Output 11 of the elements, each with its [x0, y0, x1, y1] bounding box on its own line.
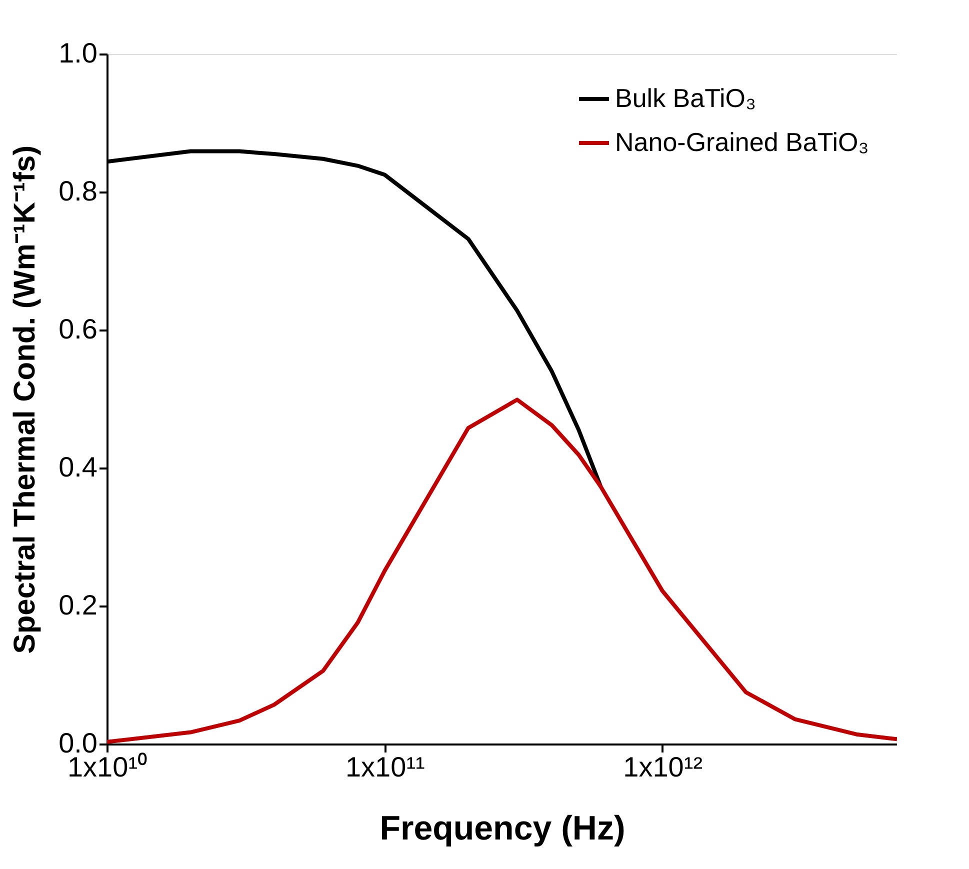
y-tick-label: 0.6 — [58, 314, 98, 344]
legend-label: Bulk BaTiO₃ — [615, 83, 756, 113]
x-axis-title: Frequency (Hz) — [380, 810, 626, 848]
legend-label: Nano-Grained BaTiO₃ — [615, 127, 869, 157]
y-tick-label: 0.2 — [58, 590, 98, 620]
x-tick-label: 1x10¹² — [623, 752, 703, 782]
x-tick-label: 1x10¹¹ — [345, 752, 425, 782]
y-tick-label: 0.8 — [58, 176, 98, 206]
y-axis-title: Spectral Thermal Cond. (Wm⁻¹K⁻¹fs) — [8, 145, 42, 654]
y-tick-label: 1.0 — [58, 38, 98, 68]
y-tick-label: 0.4 — [58, 452, 98, 482]
